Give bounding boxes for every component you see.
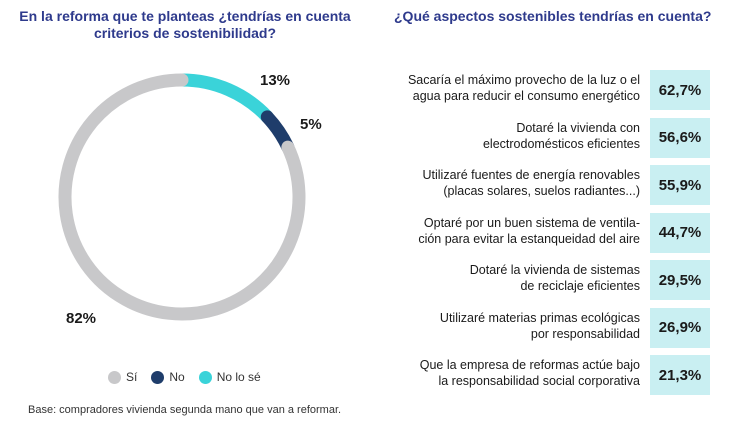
bar-chart-title: ¿Qué aspectos sostenibles tendrías en cu… bbox=[394, 8, 712, 24]
bar-category-line: agua para reducir el consumo energético bbox=[412, 89, 640, 103]
legend-label-nolose: No lo sé bbox=[216, 370, 261, 384]
bar-category-label: Sacaría el máximo provecho de la luz o e… bbox=[380, 72, 640, 104]
bar-category-line: Que la empresa de reformas actúe bajo bbox=[419, 358, 640, 372]
bar-value-label: 26,9% bbox=[658, 319, 702, 336]
legend-label-si: Sí bbox=[126, 370, 138, 384]
bar-row: Utilizaré fuentes de energía renovables … bbox=[380, 161, 735, 209]
bar-category-label: Utilizaré materias primas ecológicas por… bbox=[380, 310, 640, 342]
bar-category-line: electrodomésticos eficientes bbox=[482, 136, 640, 151]
bar-category-line: Utilizaré materias primas ecológicas bbox=[439, 310, 640, 325]
legend-swatch-no bbox=[151, 370, 165, 384]
bar-category-line: de reciclaje eficientes bbox=[520, 279, 640, 293]
legend-swatch-nolose bbox=[198, 370, 212, 384]
donut-legend: Sí No No lo sé bbox=[108, 370, 261, 384]
bar-row: Que la empresa de reformas actúe bajo la… bbox=[380, 351, 735, 399]
bar-category-label: Optaré por un buen sistema de ventila- c… bbox=[380, 215, 640, 247]
bar-category-label: Utilizaré fuentes de energía renovables … bbox=[380, 167, 641, 199]
legend-label-no: No bbox=[169, 370, 185, 384]
bar-category-line: Optaré por un buen sistema de ventila- bbox=[423, 215, 640, 230]
footnote: Base: compradores vivienda segunda mano … bbox=[28, 404, 342, 416]
bar-category-line: (placas solares, suelos radiantes...) bbox=[443, 184, 640, 198]
donut-label-nolose: 13% bbox=[260, 72, 291, 89]
donut-slice-nolose bbox=[175, 73, 274, 124]
bar-category-line: la responsabilidad social corporativa bbox=[438, 374, 640, 388]
bar-category-line: ción para evitar la estanqueidad del air… bbox=[418, 231, 640, 246]
bar-mark bbox=[650, 260, 710, 300]
bar-row: Dotaré la vivienda con electrodomésticos… bbox=[380, 114, 735, 162]
bar-value-label: 62,7% bbox=[658, 81, 702, 99]
bar-row: Sacaría el máximo provecho de la luz o e… bbox=[380, 66, 735, 114]
donut-label-si: 82% bbox=[66, 310, 97, 327]
bar-mark bbox=[650, 307, 710, 348]
bar-row: Dotaré la vivienda de sistemas de recicl… bbox=[380, 256, 735, 304]
bar-row: Optaré por un buen sistema de ventila- c… bbox=[380, 209, 735, 257]
donut-chart-title: En la reforma que te planteas ¿tendrías … bbox=[19, 8, 351, 41]
bar-mark bbox=[650, 212, 710, 253]
bar-chart: Sacaría el máximo provecho de la luz o e… bbox=[380, 66, 735, 399]
legend-item-no: No bbox=[151, 370, 185, 384]
bar-category-line: Sacaría el máximo provecho de la luz o e… bbox=[407, 73, 640, 87]
bar-value-label: 56,6% bbox=[658, 129, 702, 146]
donut-chart bbox=[58, 73, 306, 321]
bar-category-line: Utilizaré fuentes de energía renovables bbox=[422, 168, 641, 182]
bar-mark bbox=[650, 117, 710, 158]
bar-value-label: 21,3% bbox=[658, 366, 702, 384]
bar-category-label: Dotaré la vivienda de sistemas de recicl… bbox=[380, 262, 640, 294]
bar-category-label: Dotaré la vivienda con electrodomésticos… bbox=[380, 120, 640, 152]
legend-item-si: Sí bbox=[108, 370, 137, 384]
bar-value-label: 44,7% bbox=[658, 224, 702, 241]
bar-value-label: 55,9% bbox=[658, 176, 702, 194]
donut-slice-si bbox=[58, 73, 306, 321]
donut-label-no: 5% bbox=[300, 116, 322, 133]
bar-value-label: 29,5% bbox=[658, 271, 702, 289]
bar-category-line: Dotaré la vivienda de sistemas bbox=[469, 263, 640, 277]
bar-row: Utilizaré materias primas ecológicas por… bbox=[380, 304, 735, 352]
legend-swatch-si bbox=[108, 370, 121, 384]
bar-category-line: Dotaré la vivienda con bbox=[516, 120, 640, 135]
bar-mark bbox=[650, 165, 710, 205]
bar-mark bbox=[650, 355, 710, 395]
bar-mark bbox=[650, 70, 710, 110]
legend-item-nolose: No lo sé bbox=[198, 370, 261, 384]
bar-category-label: Que la empresa de reformas actúe bajo la… bbox=[380, 357, 640, 389]
bar-category-line: por responsabilidad bbox=[530, 326, 640, 341]
